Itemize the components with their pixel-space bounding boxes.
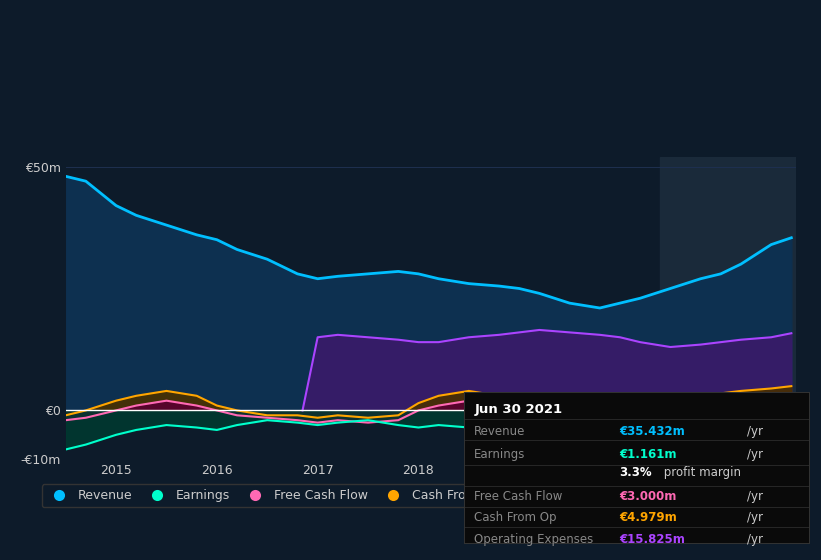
Text: €15.825m: €15.825m <box>619 533 685 545</box>
Text: /yr: /yr <box>746 533 763 545</box>
Text: Operating Expenses: Operating Expenses <box>475 533 594 545</box>
Text: Revenue: Revenue <box>475 425 525 438</box>
Text: €1.161m: €1.161m <box>619 448 677 461</box>
Text: /yr: /yr <box>746 425 763 438</box>
Text: 3.3%: 3.3% <box>619 466 652 479</box>
Text: Cash From Op: Cash From Op <box>475 511 557 525</box>
Text: Jun 30 2021: Jun 30 2021 <box>475 403 562 416</box>
Text: /yr: /yr <box>746 448 763 461</box>
Text: €3.000m: €3.000m <box>619 491 677 503</box>
Text: €4.979m: €4.979m <box>619 511 677 525</box>
Text: €35.432m: €35.432m <box>619 425 685 438</box>
Text: Free Cash Flow: Free Cash Flow <box>475 491 562 503</box>
Text: Earnings: Earnings <box>475 448 525 461</box>
Text: /yr: /yr <box>746 511 763 525</box>
Legend: Revenue, Earnings, Free Cash Flow, Cash From Op, Operating Expenses: Revenue, Earnings, Free Cash Flow, Cash … <box>42 484 674 507</box>
Text: /yr: /yr <box>746 491 763 503</box>
Bar <box>660 157 796 459</box>
Text: profit margin: profit margin <box>660 466 741 479</box>
